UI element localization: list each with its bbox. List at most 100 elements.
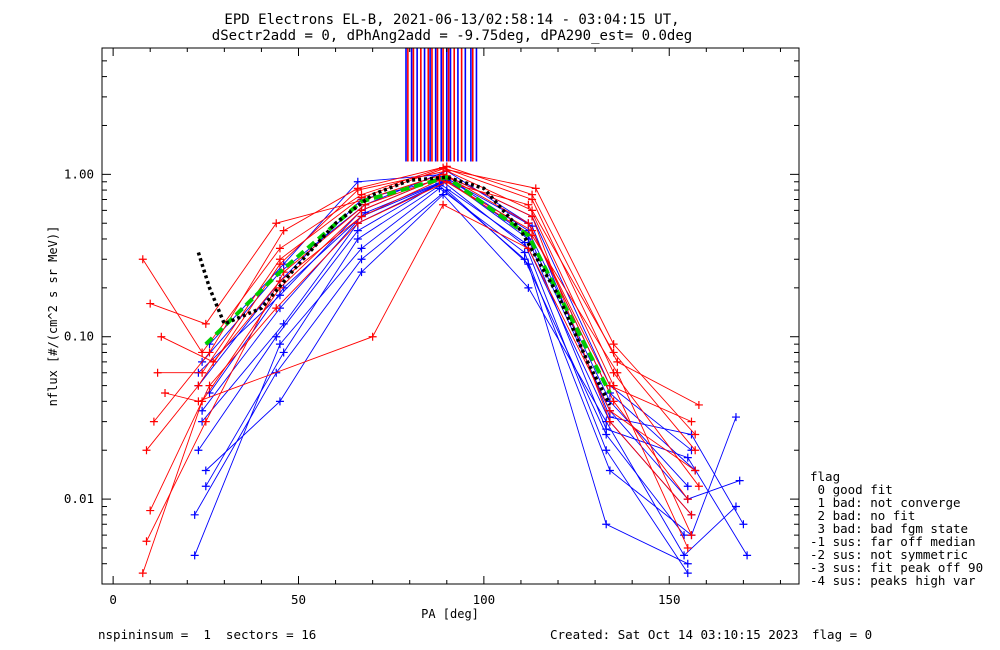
- x-tick-label: 0: [109, 592, 117, 607]
- data-point: [694, 400, 703, 409]
- series-line: [149, 181, 692, 536]
- plot-frame: [101, 47, 800, 585]
- series-line: [205, 193, 737, 557]
- series-line: [201, 181, 692, 516]
- flag-legend: flag 0 good fit 1 bad: not converge 2 ba…: [810, 469, 983, 588]
- data-point: [605, 406, 614, 415]
- data-point: [146, 299, 155, 308]
- data-point: [613, 368, 622, 377]
- data-point: [687, 417, 696, 426]
- data-point: [194, 397, 203, 406]
- data-point: [531, 184, 540, 193]
- y-tick-label: 1.00: [64, 166, 94, 181]
- data-point: [194, 446, 203, 455]
- legend-item: 3 bad: bad fgm state: [810, 521, 968, 536]
- data-point: [272, 304, 281, 313]
- data-point: [142, 537, 151, 546]
- series-line: [157, 168, 696, 435]
- series-line: [150, 173, 692, 423]
- series-line: [142, 167, 700, 487]
- data-point: [190, 551, 199, 560]
- data-point: [357, 244, 366, 253]
- data-point: [739, 520, 748, 529]
- data-point: [731, 413, 740, 422]
- data-point: [687, 510, 696, 519]
- series-line: [201, 179, 740, 500]
- title-line1: EPD Electrons EL-B, 2021-06-13/02:58:14 …: [224, 12, 679, 28]
- series-line: [205, 185, 685, 536]
- series-line: [194, 189, 688, 565]
- data-point: [683, 543, 692, 552]
- data-point: [439, 190, 448, 199]
- loss-cone-lines: [405, 48, 478, 162]
- data-point: [275, 340, 284, 349]
- data-point: [368, 332, 377, 341]
- data-point: [279, 226, 288, 235]
- data-point: [194, 381, 203, 390]
- x-tick-label: 50: [291, 592, 306, 607]
- data-point: [680, 551, 689, 560]
- data-point: [357, 212, 366, 221]
- data-point: [609, 340, 618, 349]
- footer-created: Created: Sat Oct 14 03:10:15 2023: [550, 627, 798, 642]
- data-point: [205, 381, 214, 390]
- title-line2: dSectr2add = 0, dPhAng2add = -9.75deg, d…: [212, 28, 692, 44]
- data-point: [198, 348, 207, 357]
- series-line: [194, 187, 737, 556]
- fit-curves: [196, 175, 612, 406]
- data-point: [209, 357, 218, 366]
- series-line: [201, 170, 696, 471]
- data-point: [272, 219, 281, 228]
- data-point: [609, 397, 618, 406]
- data-point: [735, 476, 744, 485]
- data-point: [275, 255, 284, 264]
- data-point: [602, 446, 611, 455]
- data-point: [353, 219, 362, 228]
- series-line: [198, 182, 689, 574]
- data-point: [680, 531, 689, 540]
- data-point: [605, 466, 614, 475]
- legend-item: -2 sus: not symmetric: [810, 547, 968, 562]
- data-point: [694, 482, 703, 491]
- data-point: [528, 190, 537, 199]
- series-line: [142, 177, 689, 574]
- data-point: [687, 531, 696, 540]
- legend-item: -3 sus: fit peak off 90: [810, 560, 983, 575]
- data-point: [743, 551, 752, 560]
- data-point: [524, 283, 533, 292]
- axis-ticks: 0 50 100 150 0.01 0.10 1.00: [64, 47, 799, 607]
- data-point: [205, 348, 214, 357]
- data-point: [353, 226, 362, 235]
- data-point: [683, 559, 692, 568]
- data-point: [272, 332, 281, 341]
- data-point: [201, 319, 210, 328]
- data-point: [138, 569, 147, 578]
- y-tick-label: 0.10: [64, 329, 94, 344]
- legend-item: 0 good fit: [810, 482, 893, 497]
- data-point: [602, 425, 611, 434]
- data-point: [146, 506, 155, 515]
- x-axis-label: PA [deg]: [421, 607, 479, 621]
- footer-spin-info: nspininsum = 1 sectors = 16: [98, 627, 316, 642]
- legend-item: 1 bad: not converge: [810, 495, 961, 510]
- model-fit-line: [196, 175, 612, 406]
- data-point: [275, 244, 284, 253]
- data-point: [153, 368, 162, 377]
- y-axis-label: nflux [#/(cm^2 s sr MeV)]: [46, 226, 60, 407]
- data-point: [609, 381, 618, 390]
- series-line: [198, 177, 689, 487]
- series-line: [153, 165, 700, 422]
- data-point: [691, 446, 700, 455]
- data-point: [198, 406, 207, 415]
- data-point: [691, 430, 700, 439]
- data-point: [605, 417, 614, 426]
- data-point: [201, 466, 210, 475]
- series-line: [198, 176, 744, 525]
- data-point: [528, 212, 537, 221]
- footer-flag: flag = 0: [812, 627, 872, 642]
- median-fit-line: [204, 175, 612, 394]
- data-point: [279, 348, 288, 357]
- legend-item: -4 sus: peaks high var: [810, 573, 976, 588]
- y-tick-label: 0.01: [64, 491, 94, 506]
